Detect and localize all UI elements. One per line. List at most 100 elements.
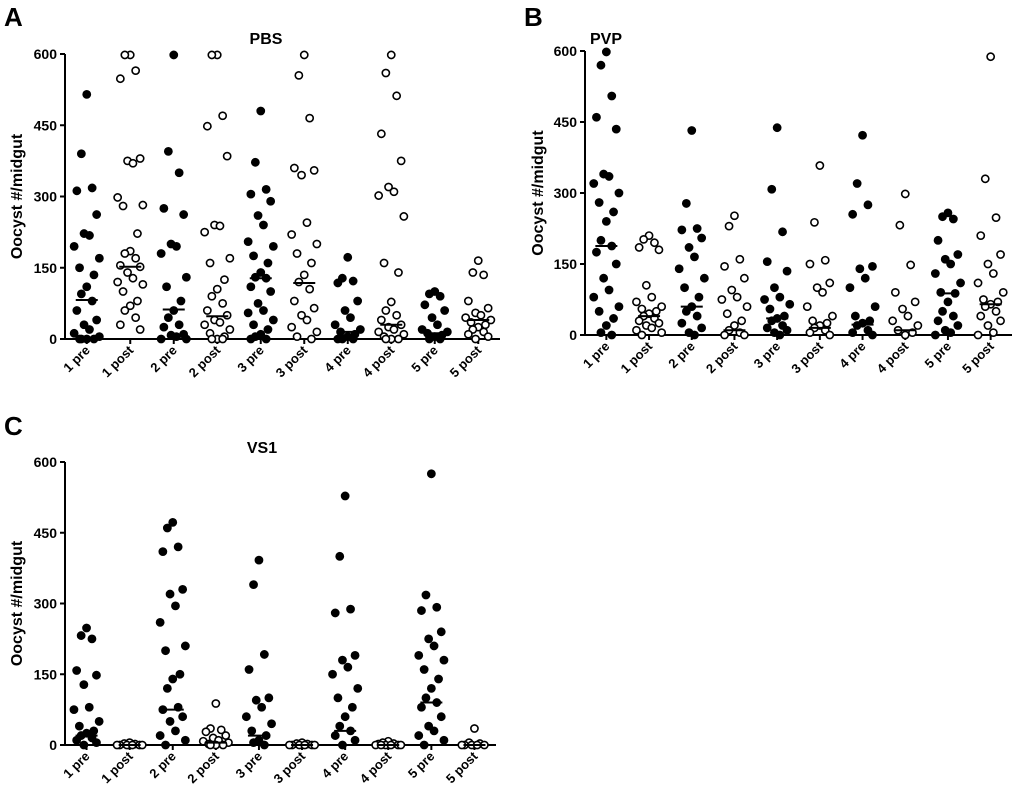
data-point-open	[299, 50, 309, 60]
data-point-filled	[417, 702, 426, 712]
data-point-filled	[82, 282, 92, 292]
data-point-filled	[592, 247, 601, 257]
data-point-filled	[165, 717, 175, 726]
data-point-filled	[601, 47, 611, 57]
data-point-filled	[690, 252, 699, 262]
data-point-filled	[782, 266, 792, 276]
data-point-open	[825, 278, 835, 288]
data-point-filled	[330, 731, 340, 740]
data-point-filled	[948, 311, 958, 321]
data-point-filled	[92, 738, 101, 748]
data-point-open	[392, 91, 402, 101]
data-point-open	[379, 258, 389, 268]
data-point-filled	[863, 200, 873, 210]
data-point-open	[216, 725, 226, 735]
data-point-open	[717, 295, 727, 304]
x-tick-label: 4 pre	[321, 343, 354, 376]
data-point-open	[376, 315, 386, 325]
data-point-filled	[249, 251, 258, 261]
data-point-filled	[74, 721, 84, 731]
data-point-filled	[439, 655, 449, 665]
data-point-open	[218, 298, 228, 308]
data-point-filled	[681, 199, 691, 208]
data-point-filled	[263, 325, 273, 334]
y-axis-label: Oocyst #/midgut	[9, 540, 26, 666]
data-point-filled	[241, 712, 251, 722]
panel-letter: C	[4, 411, 23, 441]
data-point-open	[287, 322, 297, 332]
data-point-open	[973, 330, 983, 340]
data-point-filled	[350, 735, 360, 745]
data-point-open	[133, 296, 142, 306]
data-point-filled	[249, 580, 258, 590]
data-point-filled	[333, 693, 343, 703]
data-point-filled	[956, 278, 965, 288]
data-point-filled	[346, 604, 355, 614]
data-point-filled	[436, 627, 446, 637]
x-tick-label: 3 pre	[234, 343, 267, 376]
data-point-filled	[330, 320, 340, 330]
data-point-open	[634, 316, 644, 326]
data-point-filled	[246, 189, 256, 199]
data-point-filled	[266, 196, 276, 206]
x-tick-label: 3 pre	[751, 339, 784, 372]
data-point-open	[998, 287, 1008, 297]
data-point-filled	[178, 712, 188, 722]
x-tick-label: 4 post	[874, 338, 912, 376]
data-point-open	[394, 268, 403, 277]
data-point-open	[289, 296, 299, 306]
data-point-open	[384, 182, 393, 192]
data-point-filled	[424, 289, 434, 299]
data-point-filled	[171, 726, 180, 736]
data-point-open	[207, 291, 217, 301]
data-point-filled	[76, 289, 86, 299]
data-point-filled	[953, 321, 963, 330]
data-point-filled	[266, 287, 276, 296]
data-point-filled	[79, 740, 89, 750]
data-point-open	[895, 220, 905, 230]
y-tick-label: 300	[34, 596, 58, 612]
data-point-filled	[772, 123, 782, 133]
data-point-filled	[343, 252, 353, 262]
data-point-open	[202, 306, 212, 315]
data-point-filled	[180, 735, 190, 745]
data-point-filled	[424, 634, 434, 644]
data-point-open	[468, 268, 478, 277]
data-point-open	[973, 278, 983, 288]
panel-c: C VS1 Oocyst #/midgut 0 150 300 450 600 1 pre 1 p…	[4, 411, 496, 786]
data-point-open	[200, 320, 210, 330]
data-point-filled	[264, 693, 274, 703]
data-point-open	[386, 297, 396, 307]
data-point-filled	[699, 273, 709, 283]
data-point-open	[297, 310, 306, 320]
data-point-open	[991, 213, 1001, 223]
x-tick-label: 4 pre	[836, 339, 869, 372]
data-point-filled	[261, 184, 271, 194]
data-point-open	[131, 313, 141, 323]
data-point-open	[988, 269, 998, 278]
data-point-filled	[268, 241, 278, 251]
data-point-filled	[159, 322, 169, 332]
data-point-filled	[267, 719, 276, 729]
data-point-open	[113, 193, 123, 202]
data-point-filled	[259, 650, 269, 659]
data-point-filled	[259, 220, 268, 230]
data-point-filled	[69, 705, 79, 715]
data-point-open	[888, 316, 898, 326]
data-point-open	[818, 287, 827, 297]
x-tick-label: 3 post	[270, 748, 308, 786]
data-point-open	[135, 154, 145, 163]
data-point-open	[302, 315, 312, 325]
data-point-open	[138, 200, 148, 210]
data-point-filled	[760, 295, 769, 304]
data-point-filled	[181, 272, 191, 282]
data-point-open	[220, 275, 229, 285]
data-point-filled	[89, 270, 99, 280]
y-tick-label: 450	[34, 525, 58, 541]
data-point-open	[222, 151, 232, 161]
data-point-filled	[940, 254, 950, 264]
data-point-filled	[168, 517, 178, 527]
data-point-filled	[852, 179, 862, 188]
data-point-open	[225, 253, 235, 263]
data-point-filled	[868, 261, 877, 271]
